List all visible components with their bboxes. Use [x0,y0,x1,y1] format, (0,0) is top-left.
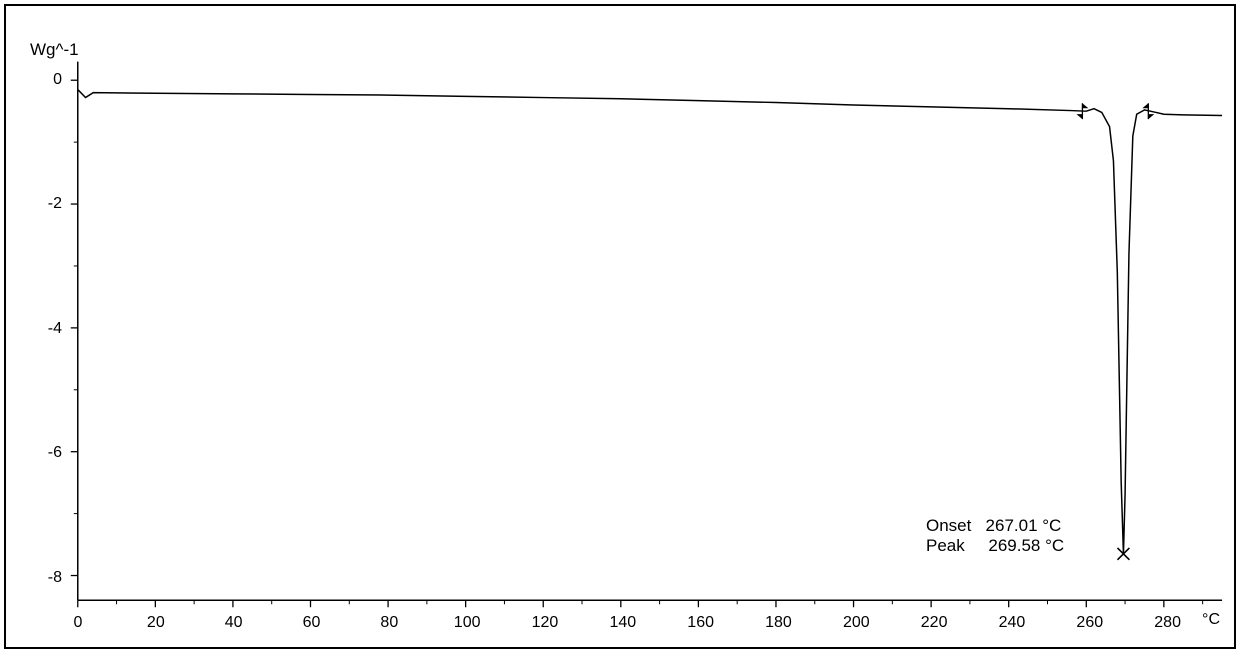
x-tick-label: 20 [147,614,165,632]
y-tick-label: -6 [48,444,62,462]
x-tick-label: 60 [303,614,321,632]
chart-container: Wg^-1 0-2-4-6-8 020406080100120140160180… [6,6,1234,647]
x-tick-label: 200 [843,614,870,632]
x-tick-label: 140 [609,614,636,632]
x-axis-unit: °C [1202,611,1220,629]
x-tick-label: 80 [380,614,398,632]
chart-frame: Wg^-1 0-2-4-6-8 020406080100120140160180… [4,4,1236,649]
y-tick-label: -2 [48,195,62,213]
peak-label: Peak [926,536,965,555]
x-tick-label: 160 [687,614,714,632]
peak-value: 269.58 °C [988,536,1064,555]
x-tick-label: 0 [74,614,83,632]
y-tick-label: 0 [53,71,62,89]
x-tick-label: 100 [454,614,481,632]
x-tick-label: 180 [765,614,792,632]
y-tick-label: -8 [48,569,62,587]
x-tick-label: 40 [225,614,243,632]
x-tick-label: 280 [1154,614,1181,632]
y-tick-label: -4 [48,320,62,338]
onset-label: Onset [926,516,971,535]
x-tick-label: 220 [921,614,948,632]
onset-peak-annotation: Onset 267.01 °C Peak 269.58 °C [926,516,1064,556]
x-tick-label: 240 [999,614,1026,632]
x-tick-label: 260 [1076,614,1103,632]
onset-value: 267.01 °C [986,516,1062,535]
x-tick-label: 120 [532,614,559,632]
